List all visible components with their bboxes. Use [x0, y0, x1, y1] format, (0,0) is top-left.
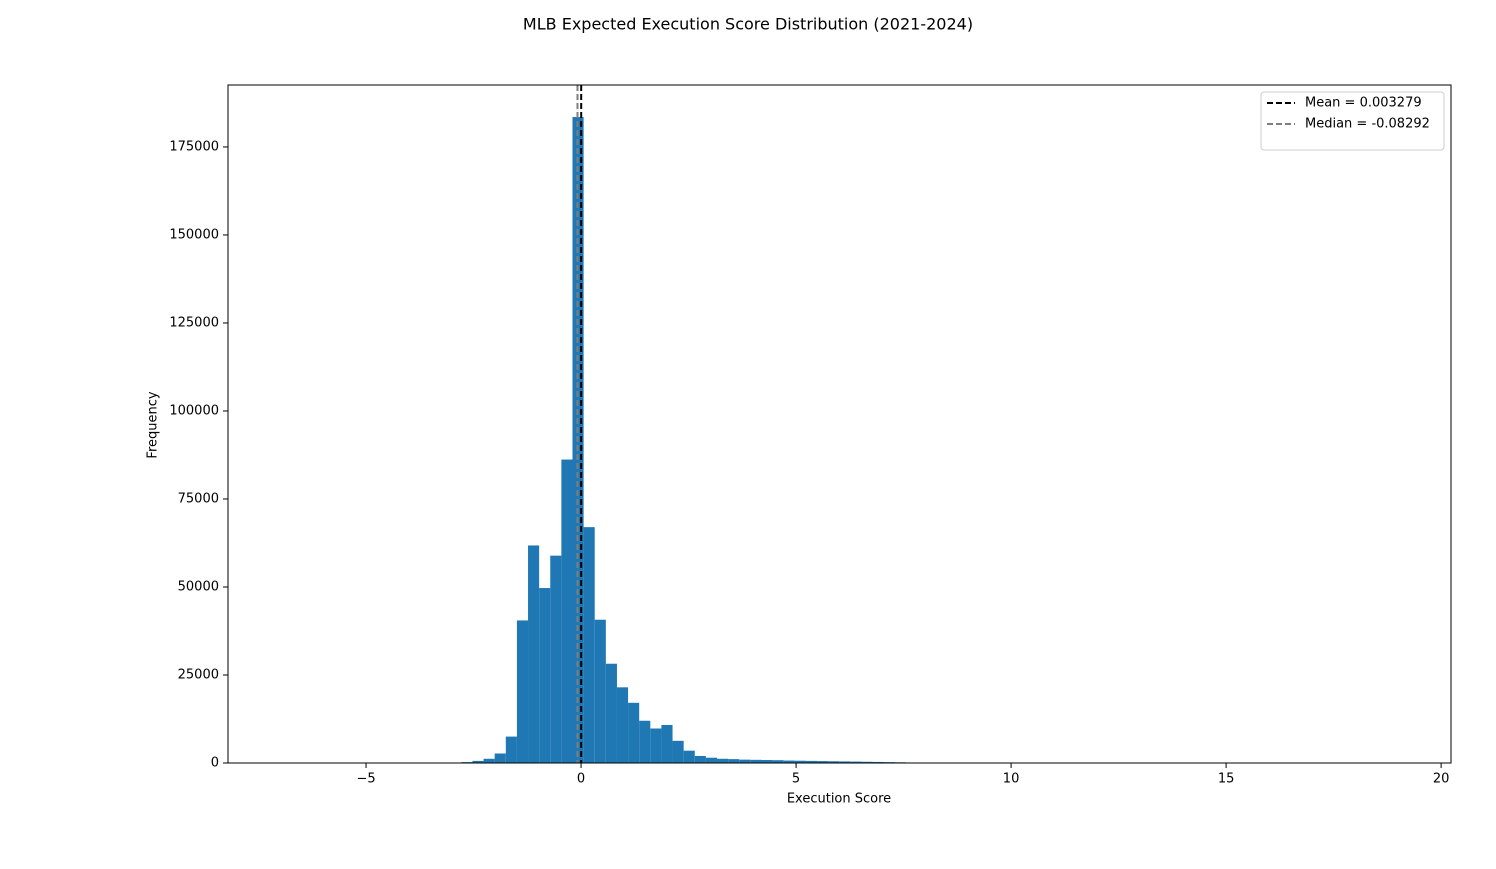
plot-frame [227, 84, 1452, 764]
bar [650, 728, 662, 763]
x-tick-label: 15 [1218, 772, 1235, 787]
bar [550, 555, 562, 763]
bar [483, 758, 495, 763]
y-tick-label: 175000 [169, 139, 219, 154]
x-tick-label: 0 [577, 772, 585, 787]
x-tick-label: 10 [1003, 772, 1020, 787]
bar [761, 760, 773, 763]
bar [772, 760, 784, 763]
bar [528, 545, 540, 763]
y-tick-label: 125000 [169, 315, 219, 330]
bar [583, 527, 595, 763]
bar [750, 759, 762, 763]
bar [805, 760, 818, 763]
y-tick-label: 0 [211, 756, 219, 771]
bar [505, 736, 517, 763]
x-tick-label: 5 [792, 772, 800, 787]
chart-title: MLB Expected Execution Score Distributio… [523, 15, 973, 34]
bar [861, 761, 873, 763]
x-axis-label: Execution Score [787, 792, 891, 807]
x-tick-label: 20 [1433, 772, 1450, 787]
bar [705, 757, 718, 763]
bar [561, 459, 573, 763]
y-axis-label: Frequency [146, 391, 161, 458]
bar [717, 758, 729, 763]
bar [494, 753, 506, 763]
legend: Mean = 0.003279 Median = -0.08292 [1260, 91, 1445, 151]
y-tick-label: 100000 [169, 403, 219, 418]
bar [872, 761, 884, 763]
bar [516, 620, 529, 763]
bar [739, 759, 751, 763]
y-tick-label: 50000 [178, 579, 219, 594]
bar [817, 761, 829, 763]
bar [672, 740, 684, 763]
bar [694, 755, 706, 763]
bar [661, 724, 673, 763]
bar [539, 588, 551, 763]
bar [783, 760, 795, 763]
bar [628, 702, 640, 763]
bar [616, 687, 629, 763]
bar [605, 663, 617, 763]
bar [828, 761, 840, 763]
bar [850, 761, 862, 763]
y-tick-label: 75000 [178, 491, 219, 506]
bar [839, 761, 851, 763]
bar [594, 619, 606, 763]
bar [639, 720, 651, 763]
x-tick-label: −5 [356, 772, 375, 787]
y-tick-label: 25000 [178, 667, 219, 682]
bar [472, 760, 484, 763]
bar [794, 760, 806, 763]
legend-label: Mean = 0.003279 [1305, 96, 1422, 111]
legend-box [1260, 91, 1445, 151]
y-tick-label: 150000 [169, 227, 219, 242]
bar [683, 750, 695, 763]
legend-label: Median = -0.08292 [1305, 117, 1430, 132]
bar [728, 759, 740, 763]
